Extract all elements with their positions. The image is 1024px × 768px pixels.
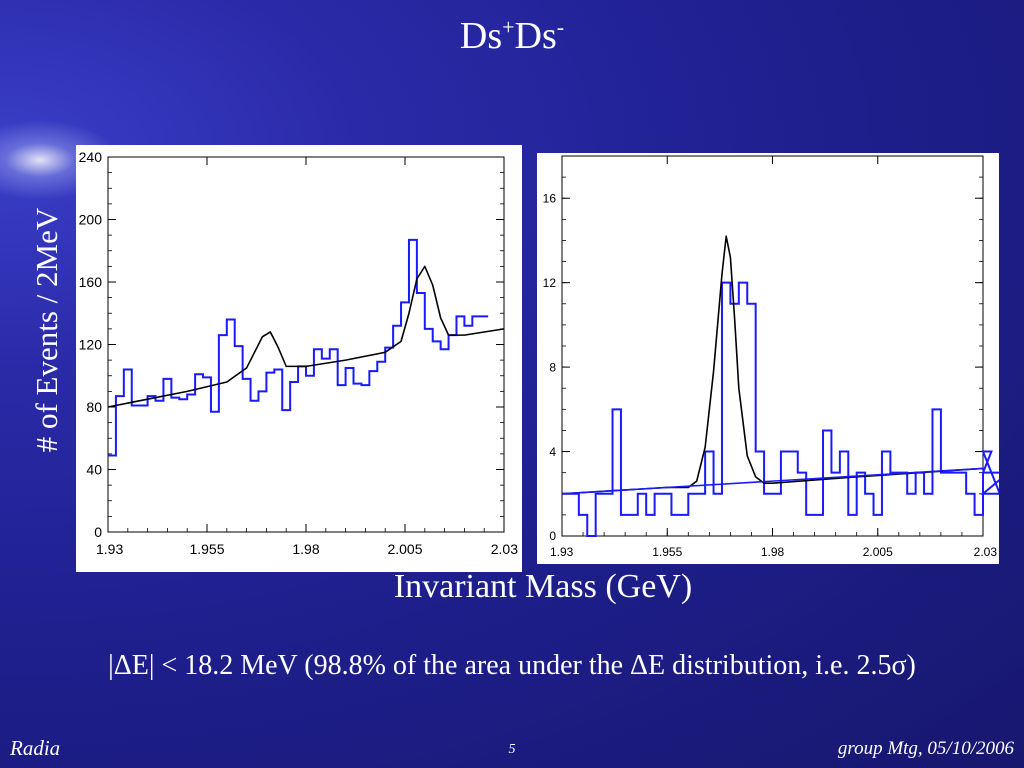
background-fit-line	[561, 467, 984, 495]
y-tick-label: 160	[79, 274, 103, 290]
y-tick-label: 120	[79, 336, 103, 352]
footer-author: Radia	[10, 736, 61, 760]
histogram-series	[108, 238, 489, 457]
chart-panel-right: 0 4 8 12 16 1.93 1.955 1.98 2.005 2.03	[537, 153, 1012, 564]
slide-title: Ds+Ds-	[459, 14, 565, 57]
x-tick-label: 2.03	[974, 545, 998, 559]
plot-frame	[107, 156, 505, 533]
y-tick-label: 12	[543, 276, 557, 290]
y-tick-label: 80	[86, 399, 102, 415]
fit-curve	[107, 265, 505, 408]
x-tick-label: 1.93	[96, 541, 123, 557]
chart-panel-left: 0 40 80 120 160 200 240 1.93 1.955 1.98 2.005 2.03	[76, 145, 522, 572]
fit-curve	[561, 235, 984, 495]
x-axis-title: Invariant Mass (GeV)	[393, 568, 693, 605]
footer-page-number: 5	[508, 742, 516, 757]
histogram-chart-left: 0 40 80 120 160 200 240 1.93 1.955 1.98 2.005 2.03	[79, 149, 519, 557]
histogram-series	[562, 281, 1012, 537]
y-tick-label: 0	[549, 529, 556, 543]
selection-note: |ΔE| < 18.2 MeV (98.8% of the area under…	[108, 650, 916, 681]
x-tick-label: 1.98	[761, 545, 785, 559]
y-tick-label: 40	[86, 461, 102, 477]
x-tick-label: 2.005	[387, 541, 422, 557]
x-tick-label: 1.98	[292, 541, 319, 557]
y-tick-label: 4	[549, 445, 556, 459]
plot-frame	[561, 155, 984, 537]
y-tick-label: 8	[549, 360, 556, 374]
y-tick-label: 240	[79, 149, 103, 165]
x-tick-label: 2.03	[491, 541, 518, 557]
histogram-chart-right: 0 4 8 12 16 1.93 1.955 1.98 2.005 2.03	[543, 155, 1012, 559]
y-axis-title: # of Events / 2MeV	[29, 207, 64, 453]
x-tick-label: 1.93	[550, 545, 574, 559]
x-tick-label: 1.955	[652, 545, 682, 559]
x-tick-label: 1.955	[189, 541, 224, 557]
y-tick-label: 16	[543, 191, 557, 205]
y-tick-label: 0	[94, 524, 102, 540]
y-tick-label: 200	[79, 211, 103, 227]
x-tick-label: 2.005	[863, 545, 893, 559]
footer-meeting: group Mtg, 05/10/2006	[837, 738, 1014, 759]
